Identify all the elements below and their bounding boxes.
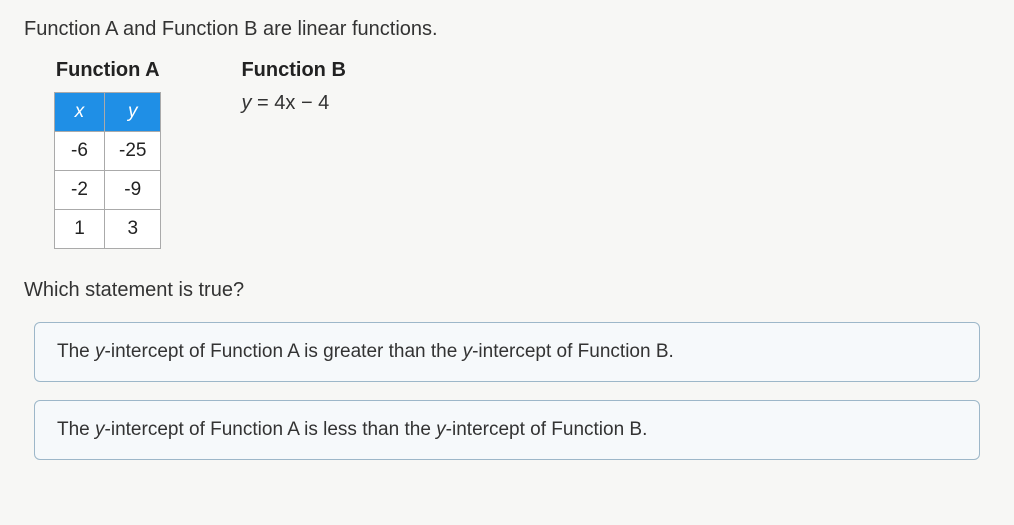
answer-option-2[interactable]: The y-intercept of Function A is less th… <box>34 400 980 460</box>
table-header-row: x y <box>55 93 161 132</box>
function-a-table: x y -6 -25 -2 -9 1 3 <box>54 92 161 249</box>
table-cell: 1 <box>55 210 105 249</box>
equation-var: y <box>241 92 251 114</box>
intro-text: Function A and Function B are linear fun… <box>24 18 990 41</box>
table-cell: -9 <box>105 171 161 210</box>
option-ital: y <box>463 341 473 362</box>
answer-option-1[interactable]: The y-intercept of Function A is greater… <box>34 322 980 382</box>
table-header-y: y <box>105 93 161 132</box>
table-row: -2 -9 <box>55 171 161 210</box>
table-cell: 3 <box>105 210 161 249</box>
option-text: -intercept of Function B. <box>472 341 674 362</box>
option-ital: y <box>95 341 105 362</box>
option-ital: y <box>95 419 105 440</box>
option-ital: y <box>436 419 446 440</box>
question-text: Which statement is true? <box>24 279 990 302</box>
function-b-equation: y = 4x − 4 <box>241 92 345 115</box>
function-a-title: Function A <box>54 59 161 82</box>
table-cell: -6 <box>55 132 105 171</box>
equation-rest: = 4x − 4 <box>251 92 329 114</box>
function-a-block: Function A x y -6 -25 -2 -9 1 3 <box>54 59 161 249</box>
option-text: -intercept of Function A is less than th… <box>105 419 437 440</box>
option-text: -intercept of Function A is greater than… <box>105 341 463 362</box>
function-b-title: Function B <box>241 59 345 82</box>
table-row: -6 -25 <box>55 132 161 171</box>
option-text: The <box>57 341 95 362</box>
table-cell: -25 <box>105 132 161 171</box>
option-text: The <box>57 419 95 440</box>
table-row: 1 3 <box>55 210 161 249</box>
table-header-x: x <box>55 93 105 132</box>
function-b-block: Function B y = 4x − 4 <box>241 59 345 249</box>
option-text: -intercept of Function B. <box>446 419 648 440</box>
table-cell: -2 <box>55 171 105 210</box>
functions-row: Function A x y -6 -25 -2 -9 1 3 Function… <box>54 59 990 249</box>
